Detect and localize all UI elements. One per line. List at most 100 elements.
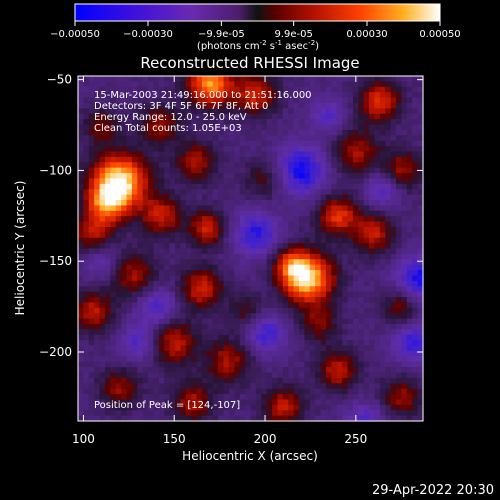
heatmap-cell	[83, 313, 90, 320]
heatmap-cell	[304, 129, 311, 136]
heatmap-cell	[223, 367, 230, 374]
heatmap-cell	[196, 253, 203, 260]
heatmap-cell	[277, 388, 284, 395]
heatmap-cell	[342, 388, 349, 395]
heatmap-cell	[255, 173, 262, 180]
heatmap-cell	[385, 323, 392, 330]
heatmap-cell	[390, 323, 397, 330]
heatmap-cell	[358, 173, 365, 180]
heatmap-cell	[201, 345, 208, 352]
heatmap-cell	[83, 76, 90, 82]
heatmap-cell	[218, 345, 225, 352]
heatmap-cell	[299, 270, 306, 277]
heatmap-cell	[255, 216, 262, 223]
heatmap-cell	[336, 361, 343, 368]
heatmap-cell	[164, 232, 171, 239]
heatmap-cell	[272, 140, 279, 147]
heatmap-cell	[309, 313, 316, 320]
heatmap-cell	[201, 350, 208, 357]
heatmap-cell	[142, 97, 149, 104]
heatmap-cell	[342, 237, 349, 244]
heatmap-cell	[185, 173, 192, 180]
heatmap-cell	[250, 394, 257, 401]
heatmap-cell	[88, 334, 95, 341]
heatmap-cell	[363, 313, 370, 320]
heatmap-cell	[223, 167, 230, 174]
heatmap-cell	[385, 226, 392, 233]
heatmap-cell	[347, 340, 354, 347]
heatmap-cell	[245, 253, 252, 260]
heatmap-cell	[245, 248, 252, 255]
heatmap-cell	[110, 270, 117, 277]
heatmap-cell	[272, 226, 279, 233]
heatmap-cell	[352, 356, 359, 363]
heatmap-cell	[245, 151, 252, 158]
heatmap-cell	[239, 167, 246, 174]
heatmap-cell	[185, 124, 192, 131]
heatmap-cell	[223, 388, 230, 395]
heatmap-cell	[336, 302, 343, 309]
heatmap-cell	[299, 329, 306, 336]
heatmap-cell	[406, 377, 413, 384]
heatmap-cell	[374, 151, 381, 158]
heatmap-cell	[304, 86, 311, 93]
heatmap-cell	[142, 226, 149, 233]
heatmap-cell	[142, 388, 149, 395]
heatmap-cell	[261, 259, 268, 266]
heatmap-cell	[299, 394, 306, 401]
heatmap-cell	[261, 140, 268, 147]
heatmap-cell	[131, 210, 138, 217]
heatmap-cell	[245, 189, 252, 196]
heatmap-cell	[185, 216, 192, 223]
heatmap-cell	[94, 383, 101, 390]
heatmap-cell	[385, 313, 392, 320]
heatmap-cell	[299, 334, 306, 341]
heatmap-cell	[288, 119, 295, 126]
heatmap-cell	[104, 92, 111, 99]
heatmap-cell	[406, 329, 413, 336]
heatmap-cell	[94, 113, 101, 120]
heatmap-cell	[196, 162, 203, 169]
heatmap-cell	[131, 86, 138, 93]
heatmap-cell	[164, 291, 171, 298]
x-axis-ticks: 100 150 200 250	[72, 76, 367, 446]
heatmap-cell	[315, 140, 322, 147]
heatmap-cell	[104, 323, 111, 330]
heatmap-cell	[131, 129, 138, 136]
heatmap-cell	[406, 318, 413, 325]
heatmap-cell	[83, 156, 90, 163]
heatmap-cell	[228, 388, 235, 395]
heatmap-cell	[288, 291, 295, 298]
heatmap-cell	[266, 270, 273, 277]
heatmap-cell	[234, 243, 241, 250]
heatmap-cell	[412, 194, 419, 201]
heatmap-cell	[196, 243, 203, 250]
heatmap-cell	[88, 313, 95, 320]
heatmap-cell	[369, 410, 376, 417]
heatmap-cell	[191, 372, 198, 379]
heatmap-cell	[207, 226, 214, 233]
heatmap-cell	[299, 129, 306, 136]
heatmap-cell	[223, 140, 230, 147]
heatmap-cell	[223, 92, 230, 99]
heatmap-cell	[180, 307, 187, 314]
heatmap-cell	[78, 183, 84, 190]
heatmap-cell	[78, 237, 84, 244]
heatmap-cell	[417, 248, 424, 255]
heatmap-cell	[390, 275, 397, 282]
heatmap-cell	[390, 329, 397, 336]
heatmap-cell	[369, 307, 376, 314]
heatmap-cell	[126, 167, 133, 174]
heatmap-cell	[272, 248, 279, 255]
heatmap-cell	[142, 113, 149, 120]
heatmap-cell	[250, 383, 257, 390]
heatmap-cell	[293, 216, 300, 223]
heatmap-cell	[148, 92, 155, 99]
heatmap-cell	[212, 377, 219, 384]
heatmap-cell	[374, 356, 381, 363]
heatmap-cell	[277, 119, 284, 126]
heatmap-cell	[277, 86, 284, 93]
heatmap-cell	[239, 226, 246, 233]
heatmap-cell	[99, 173, 106, 180]
heatmap-cell	[218, 119, 225, 126]
